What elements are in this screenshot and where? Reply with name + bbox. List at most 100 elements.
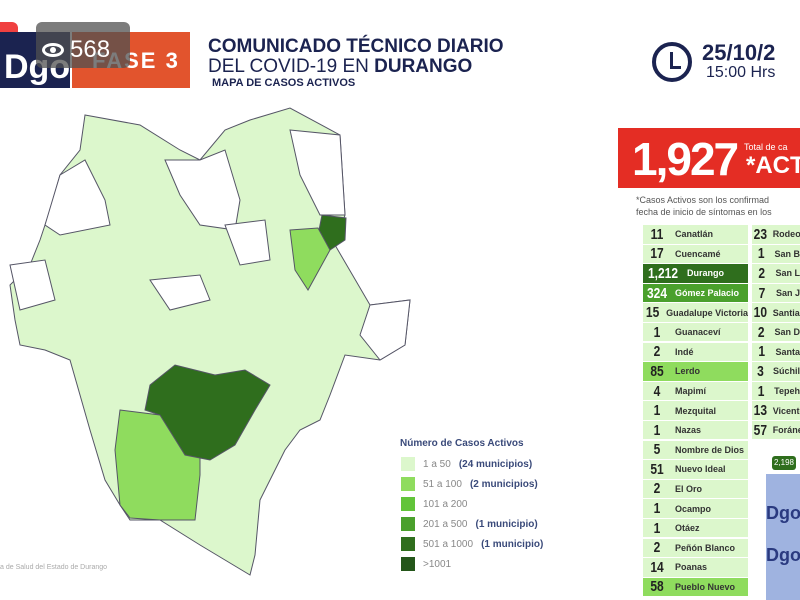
municipio-name: Santa xyxy=(775,346,800,357)
note-line: fecha de inicio de síntomas en los xyxy=(636,207,772,217)
total-caption: Total de ca xyxy=(744,142,788,152)
municipio-name: Pueblo Nuevo xyxy=(675,581,736,592)
section-title: MAPA DE CASOS ACTIVOS xyxy=(212,77,356,89)
municipio-row: 5 Nombre de Dios xyxy=(643,440,748,461)
subtitle-state: DURANGO xyxy=(374,56,473,77)
municipio-row: 1,212 Durango xyxy=(643,264,748,284)
legend-swatch xyxy=(401,477,415,491)
legend-item: 51 a 100 (2 municipios) xyxy=(401,477,538,491)
municipio-row: 57 Foráne xyxy=(752,420,800,441)
case-count: 324 xyxy=(646,284,668,302)
municipio-name: San L xyxy=(775,268,800,279)
case-count: 1 xyxy=(757,382,765,400)
case-count: 51 xyxy=(650,460,664,478)
municipio-name: Ocampo xyxy=(675,503,712,514)
municipio-name: Peñón Blanco xyxy=(675,542,736,553)
note-line: *Casos Activos son los confirmad xyxy=(636,195,770,205)
map-white-region xyxy=(289,129,346,216)
case-count: 1 xyxy=(653,519,661,537)
map-region-durango xyxy=(144,364,271,461)
report-date: 25/10/2 xyxy=(702,40,776,65)
municipio-name: Mezquital xyxy=(675,405,717,416)
municipio-row: 15 Guadalupe Victoria xyxy=(643,303,748,323)
municipio-row: 11 Canatlán xyxy=(643,225,748,245)
legend-range: 501 a 1000 xyxy=(423,538,474,550)
municipio-row: 2 El Oro xyxy=(643,479,748,500)
municipio-name: Durango xyxy=(687,268,724,279)
municipio-row: 7 San J xyxy=(752,283,800,304)
municipio-name: Foráne xyxy=(772,425,800,436)
case-count: 11 xyxy=(650,225,664,243)
viewer-count[interactable]: 568 xyxy=(36,22,130,68)
municipio-row: 324 Gómez Palacio xyxy=(643,283,748,304)
municipio-name: El Oro xyxy=(675,483,703,494)
case-count: 1 xyxy=(653,500,661,518)
case-count: 17 xyxy=(650,245,664,263)
case-count: 13 xyxy=(753,402,768,420)
municipio-row: 1 San B xyxy=(752,244,800,265)
municipio-row: 58 Pueblo Nuevo xyxy=(643,577,748,598)
map-white-region xyxy=(224,219,271,266)
municipio-row: 2 Peñón Blanco xyxy=(643,538,748,558)
case-count: 4 xyxy=(653,382,661,400)
municipio-name: Indé xyxy=(675,346,694,357)
municipios-list-left: 11 Canatlán 17 Cuencamé 1,212 Durango 324 Gómez… xyxy=(643,225,748,598)
case-count: 2 xyxy=(653,480,661,498)
municipio-row: 1 Otáez xyxy=(643,518,748,539)
case-count: 10 xyxy=(753,304,768,322)
case-count: 1 xyxy=(653,323,661,341)
subtitle-prefix: DEL COVID-19 EN xyxy=(208,56,375,77)
durango-map xyxy=(9,107,411,576)
legend-item: 101 a 200 xyxy=(401,497,476,511)
municipio-name: Cuencamé xyxy=(675,248,721,259)
poster-text: Dgo xyxy=(766,503,800,523)
municipios-list-right: 23 Rodeo 1 San B 2 San L 7 San J 10 Santiag 2 San D… xyxy=(752,225,800,441)
municipio-row: 1 Tepeh xyxy=(752,381,800,402)
legend-range: 101 a 200 xyxy=(423,498,468,510)
total-active-cases: 1,927 Total de ca *ACTI xyxy=(618,128,800,188)
legend-range: 1 a 50 xyxy=(423,458,451,470)
legend-swatch xyxy=(401,517,415,531)
legend-count: (2 municipios) xyxy=(469,478,538,490)
legend-swatch xyxy=(401,457,415,471)
municipio-name: Canatlán xyxy=(675,229,714,240)
legend-item: 1 a 50 (24 municipios) xyxy=(401,457,532,471)
municipio-row: 1 Mezquital xyxy=(643,401,748,421)
clock-icon xyxy=(652,42,692,82)
legend-count: (1 municipio) xyxy=(481,538,544,550)
legend-range: 51 a 100 xyxy=(423,478,462,490)
municipio-row: 1 Santa xyxy=(752,342,800,363)
municipio-row: 2 San L xyxy=(752,264,800,284)
municipio-name: Guanaceví xyxy=(675,327,721,338)
municipio-row: 4 Mapimí xyxy=(643,381,748,402)
municipio-name: Poanas xyxy=(675,562,708,573)
case-count: 2 xyxy=(758,264,766,282)
case-count: 58 xyxy=(650,578,664,596)
map-white-region xyxy=(359,299,411,361)
municipio-row: 2 Indé xyxy=(643,342,748,363)
municipio-name: Gómez Palacio xyxy=(675,288,740,299)
eye-icon xyxy=(42,42,64,57)
municipio-name: Nombre de Dios xyxy=(675,444,745,455)
municipio-name: Rodeo xyxy=(772,229,800,240)
municipio-row: 10 Santiag xyxy=(752,303,800,323)
case-count: 1,212 xyxy=(647,264,679,282)
legend-range: >1001 xyxy=(423,558,452,570)
legend-swatch xyxy=(401,557,415,571)
municipio-name: Vicente xyxy=(772,405,800,416)
municipio-row: 1 Nazas xyxy=(643,420,748,441)
page-title: COMUNICADO TÉCNICO DIARIO xyxy=(208,36,504,57)
case-count: 1 xyxy=(758,343,766,361)
case-count: 1 xyxy=(757,245,765,263)
legend-item: >1001 xyxy=(401,557,459,571)
municipio-name: Santiag xyxy=(772,307,800,318)
case-count: 1 xyxy=(653,402,661,420)
legend-range: 201 a 500 xyxy=(423,518,468,530)
legend-title: Número de Casos Activos xyxy=(400,438,524,449)
legend-count: (1 municipio) xyxy=(475,518,538,530)
case-count: 23 xyxy=(753,225,768,243)
legend-swatch xyxy=(401,537,415,551)
case-count: 2 xyxy=(653,343,661,361)
municipio-name: Mapimí xyxy=(675,386,707,396)
municipio-name: San J xyxy=(775,288,800,299)
